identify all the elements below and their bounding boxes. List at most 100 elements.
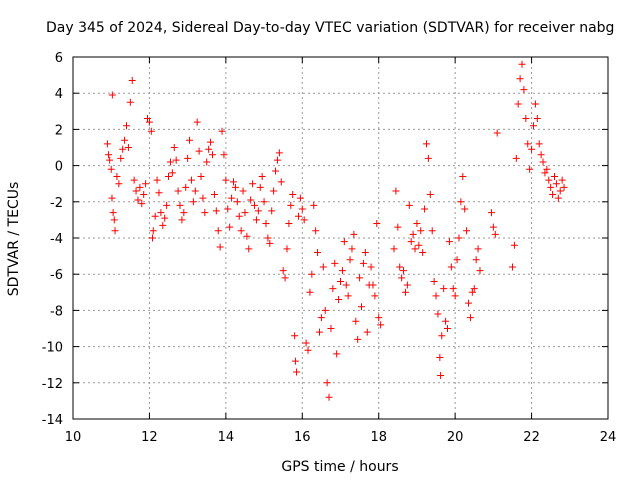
data-point	[455, 234, 463, 242]
x-tick-label: 20	[447, 430, 464, 445]
data-point	[453, 256, 461, 264]
data-point	[119, 145, 127, 153]
data-point	[327, 325, 335, 332]
y-axis-label: SDTVAR / TECUs	[6, 182, 22, 297]
x-tick-label: 16	[294, 430, 311, 445]
data-point	[437, 372, 445, 380]
data-point	[543, 165, 551, 173]
data-point	[319, 263, 327, 271]
data-point	[249, 180, 257, 188]
data-point	[147, 127, 155, 135]
data-point	[273, 156, 281, 164]
data-point	[457, 198, 465, 206]
data-point	[293, 368, 301, 376]
data-point	[142, 180, 150, 188]
x-tick-label: 12	[141, 430, 158, 445]
data-point	[556, 187, 564, 195]
data-point	[524, 140, 532, 148]
data-point	[434, 310, 442, 318]
data-point	[308, 270, 316, 278]
data-point	[201, 209, 209, 217]
data-point	[358, 303, 366, 311]
data-point	[182, 183, 190, 191]
x-tick-label: 10	[65, 430, 82, 445]
data-point	[545, 176, 553, 184]
data-point	[207, 138, 215, 146]
data-point	[449, 285, 457, 293]
data-point	[199, 194, 207, 202]
data-point	[243, 232, 251, 240]
data-point	[174, 187, 182, 195]
data-point	[239, 187, 247, 195]
data-point	[166, 158, 174, 166]
data-point	[344, 292, 352, 300]
data-point	[132, 187, 140, 195]
data-point	[191, 187, 199, 195]
data-point	[522, 115, 530, 123]
data-markers	[103, 60, 568, 401]
y-tick-label: -2	[50, 196, 63, 211]
data-point	[338, 267, 346, 275]
data-point	[400, 267, 408, 275]
data-point	[110, 216, 118, 224]
data-point	[396, 263, 404, 271]
data-point	[432, 292, 440, 300]
data-point	[272, 167, 280, 175]
data-point	[176, 201, 184, 209]
data-point	[552, 180, 560, 188]
data-point	[224, 205, 232, 213]
data-point	[547, 183, 555, 191]
data-point	[535, 140, 543, 148]
data-point	[526, 165, 534, 173]
data-point	[514, 100, 522, 108]
data-point	[333, 350, 341, 358]
x-tick-label: 18	[370, 430, 387, 445]
data-point	[558, 176, 566, 184]
data-point	[323, 379, 331, 387]
data-point	[294, 212, 302, 220]
data-point	[124, 144, 132, 151]
data-point	[277, 178, 285, 186]
data-point	[172, 156, 180, 164]
data-point	[231, 183, 239, 191]
data-point	[157, 209, 165, 217]
data-point	[140, 191, 148, 199]
data-point	[285, 220, 293, 228]
data-point	[476, 267, 484, 275]
y-tick-label: 4	[55, 87, 63, 102]
data-point	[537, 151, 545, 159]
data-point	[371, 292, 379, 300]
data-point	[340, 238, 348, 246]
data-point	[247, 196, 255, 204]
data-point	[136, 183, 144, 191]
data-point	[560, 183, 568, 191]
data-point	[113, 172, 121, 180]
data-point	[214, 227, 222, 235]
data-point	[306, 288, 314, 296]
data-point	[472, 256, 480, 264]
data-point	[377, 321, 385, 329]
data-point	[369, 281, 377, 289]
data-point	[516, 75, 524, 83]
data-point	[123, 122, 130, 130]
data-point	[390, 245, 398, 253]
y-tick-label: -12	[42, 377, 63, 392]
data-point	[245, 245, 253, 253]
data-point	[103, 140, 111, 148]
chart-title: Day 345 of 2024, Sidereal Day-to-day VTE…	[46, 20, 614, 36]
data-point	[398, 274, 406, 282]
data-point	[186, 136, 194, 144]
data-point	[216, 243, 224, 251]
data-point	[487, 209, 495, 217]
data-point	[430, 277, 438, 285]
data-point	[465, 299, 473, 307]
data-point	[329, 285, 337, 293]
data-point	[291, 332, 299, 340]
data-point	[445, 238, 453, 246]
data-point	[115, 180, 123, 188]
data-point	[251, 201, 259, 209]
data-point	[291, 357, 299, 365]
data-point	[230, 178, 237, 186]
data-point	[144, 115, 152, 123]
data-point	[314, 248, 322, 256]
